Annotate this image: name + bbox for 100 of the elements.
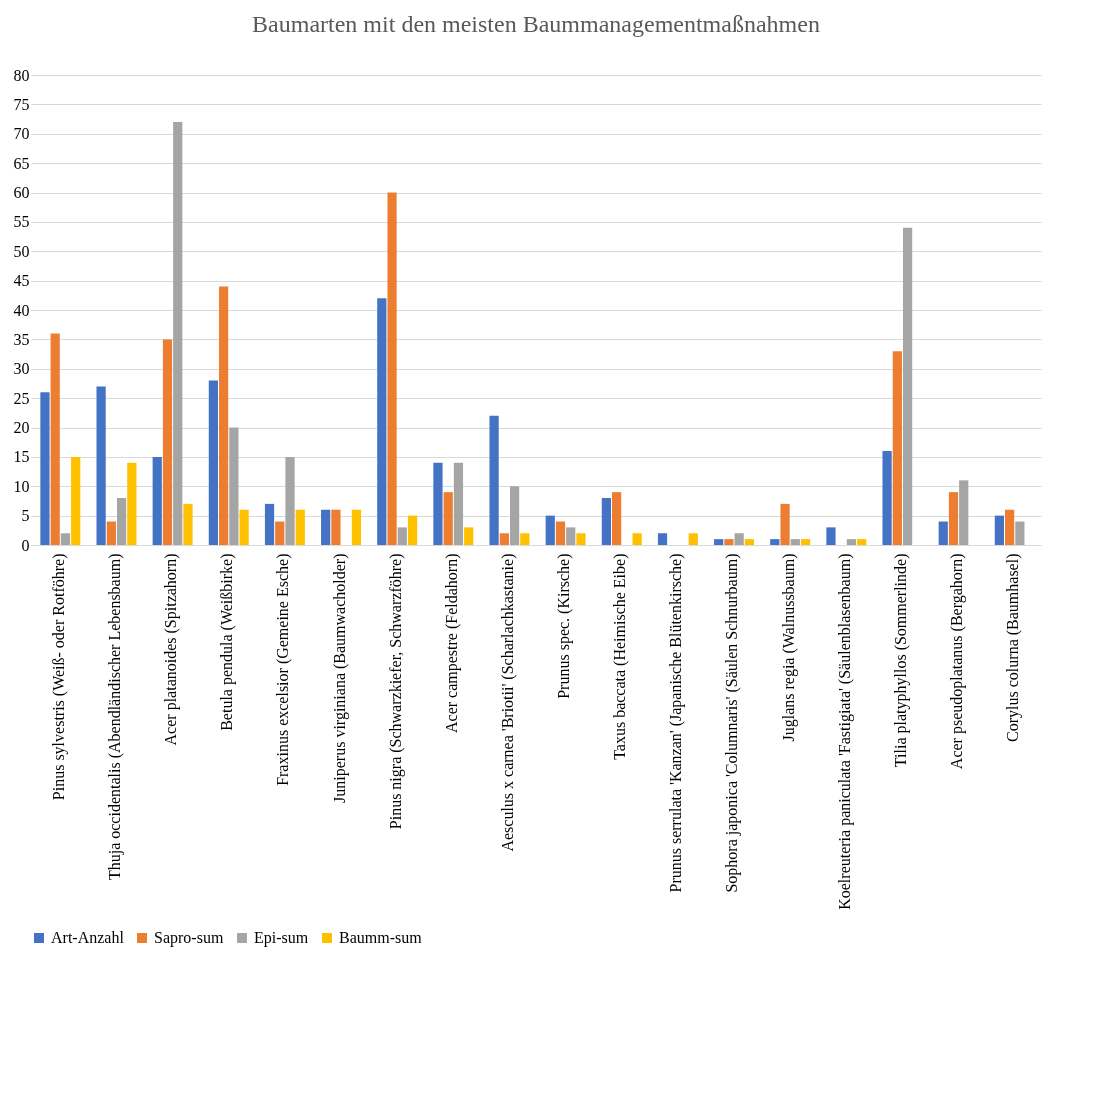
bar — [173, 122, 183, 545]
bar — [612, 492, 622, 545]
bar — [264, 503, 275, 545]
y-tick-label: 75 — [13, 95, 30, 113]
bar — [892, 351, 902, 545]
y-tick-label: 70 — [13, 125, 30, 143]
bar — [162, 339, 173, 545]
y-tick-label: 0 — [21, 536, 30, 554]
bar — [882, 451, 892, 545]
bar — [902, 227, 913, 545]
bar — [994, 515, 1004, 545]
x-tick-label: Thuja occidentalis (Abendländischer Lebensbaum) — [105, 553, 124, 881]
y-tick-label: 80 — [13, 66, 30, 84]
bar — [555, 521, 566, 545]
x-tick-label: Pinus sylvestris (Weiß- oder Rotföhre) — [49, 553, 68, 801]
bar — [846, 539, 857, 545]
bar — [826, 527, 836, 545]
bar — [351, 509, 362, 545]
x-tick-label: Fraxinus excelsior (Gemeine Esche) — [274, 553, 293, 786]
x-tick-label: Taxus baccata (Heimische Eibe) — [611, 553, 630, 760]
bar — [780, 503, 790, 545]
bar — [183, 503, 193, 545]
bar — [959, 480, 969, 545]
bar — [219, 286, 229, 545]
y-tick-label: 5 — [21, 507, 30, 525]
bar — [857, 539, 867, 545]
bar — [790, 539, 800, 545]
x-tick-label: Juniperus virginiana (Baumwacholder) — [330, 553, 349, 803]
bar — [724, 539, 734, 545]
x-tick-label: Tilia platyphyllos (Sommerlinde) — [891, 553, 910, 768]
bar — [1015, 521, 1025, 545]
bar — [509, 486, 520, 545]
bar — [239, 509, 249, 545]
bar — [734, 533, 744, 545]
y-tick-label: 35 — [13, 330, 30, 348]
bar — [566, 527, 576, 545]
y-tick-label: 10 — [13, 477, 30, 495]
bar — [443, 492, 453, 545]
legend-label: Epi-sum — [254, 929, 309, 947]
bar — [106, 521, 116, 545]
chart-title: Baumarten mit den meisten Baummanagementmaßnahmen — [252, 11, 820, 37]
x-tick-label: Acer platanoides (Spitzahorn) — [162, 553, 181, 746]
bar — [657, 533, 668, 545]
y-tick-label: 20 — [13, 419, 30, 436]
bar — [800, 539, 811, 545]
bar — [520, 533, 530, 545]
bar — [464, 527, 474, 545]
bar — [331, 509, 341, 545]
bar — [433, 462, 443, 545]
bar — [377, 298, 387, 545]
x-tick-label: Prunus spec. (Kirsche) — [555, 553, 574, 699]
x-tick-label: Sophora japonica 'Columnaris' (Säulen Schnurbaum) — [723, 553, 742, 893]
bar — [96, 386, 106, 545]
bar — [229, 427, 239, 545]
y-tick-label: 50 — [13, 242, 30, 260]
bar — [948, 492, 959, 545]
x-tick-label: Koelreuteria paniculata 'Fastigiata' (Säulenblasenbaum) — [835, 553, 854, 910]
bar — [453, 462, 464, 545]
x-tick-label: Corylus colurna (Baumhasel) — [1004, 553, 1023, 742]
legend-label: Sapro-sum — [154, 929, 224, 947]
bar — [938, 521, 948, 545]
bar — [387, 192, 397, 545]
bar — [489, 415, 499, 545]
x-tick-label: Acer pseudoplatanus (Bergahorn) — [948, 553, 967, 770]
bar — [116, 498, 127, 545]
bar — [127, 462, 137, 545]
y-tick-label: 15 — [13, 448, 30, 466]
bar — [295, 509, 305, 545]
y-tick-label: 60 — [13, 184, 30, 201]
y-tick-label: 65 — [13, 154, 30, 172]
x-tick-label: Pinus nigra (Schwarzkiefer, Schwarzföhre) — [386, 553, 405, 830]
x-tick-label: Juglans regia (Walnussbaum) — [779, 553, 798, 742]
bar — [71, 456, 81, 545]
x-tick-label: Betula pendula (Weißbirke) — [218, 553, 237, 731]
y-tick-label: 25 — [13, 389, 30, 407]
legend-label: Art-Anzahl — [51, 929, 125, 946]
y-tick-label: 40 — [13, 301, 30, 319]
bar — [714, 539, 724, 545]
bar — [1005, 509, 1015, 545]
bar — [770, 539, 780, 545]
y-tick-label: 55 — [13, 213, 30, 231]
y-tick-label: 45 — [13, 272, 30, 290]
bar — [744, 539, 755, 545]
bar — [152, 456, 162, 545]
legend-label: Baumm-sum — [339, 929, 423, 946]
bar — [40, 392, 50, 545]
bar — [285, 456, 295, 545]
y-tick-label: 30 — [13, 360, 30, 378]
bar — [632, 533, 642, 545]
x-tick-label: Prunus serrulata 'Kanzan' (Japanische Blütenkirsche) — [667, 553, 686, 893]
bar — [545, 515, 555, 545]
bar — [397, 527, 407, 545]
bar — [275, 521, 285, 545]
bar — [208, 380, 218, 545]
bar — [407, 515, 418, 545]
bar — [499, 533, 509, 545]
bar — [60, 533, 71, 545]
bar — [576, 533, 586, 545]
x-tick-label: Acer campestre (Feldahorn) — [442, 553, 461, 733]
x-tick-label: Aesculus x carnea 'Briotii' (Scharlachkastanie) — [498, 553, 517, 852]
